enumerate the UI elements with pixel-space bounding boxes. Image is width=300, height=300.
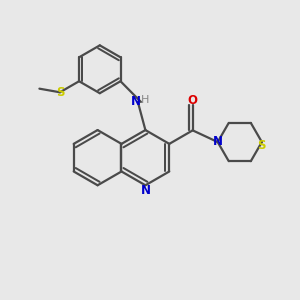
Text: S: S (258, 139, 266, 152)
Text: S: S (56, 86, 64, 99)
Text: N: N (131, 95, 141, 108)
Text: H: H (141, 95, 150, 105)
Text: N: N (140, 184, 150, 197)
Text: N: N (213, 135, 223, 148)
Text: O: O (188, 94, 198, 107)
